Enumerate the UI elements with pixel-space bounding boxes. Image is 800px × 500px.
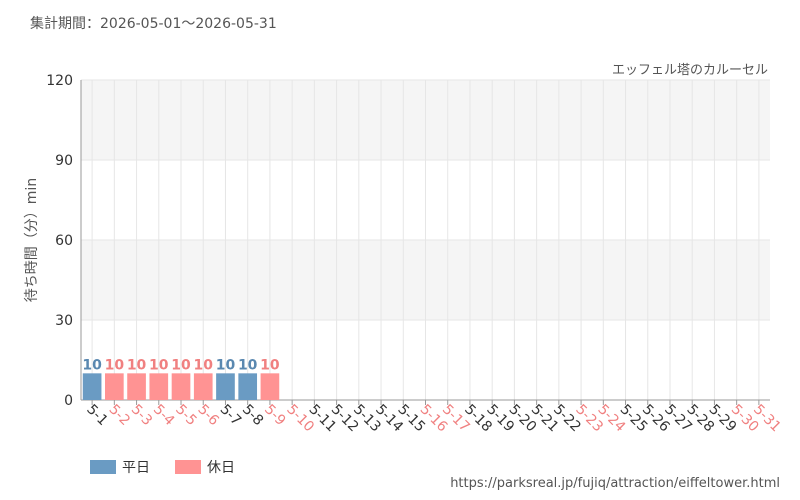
x-tick-label: 5-8 [239,402,266,429]
x-tick-label: 5-3 [128,402,155,429]
data-label: 10 [216,357,236,373]
x-tick-label: 5-1 [83,402,110,429]
x-tick-label: 5-6 [194,402,222,430]
bar [127,373,146,400]
data-label: 10 [127,357,147,373]
chart-subtitle: エッフェル塔のカルーセル [612,63,768,78]
data-label: 10 [149,357,169,373]
x-tick-label: 5-7 [217,402,244,429]
x-tick-label: 5-5 [172,402,199,429]
data-label: 10 [105,357,125,373]
y-tick-label: 30 [55,313,73,329]
y-axis-label: 待ち時間（分）min [24,178,40,302]
x-tick-label: 5-4 [150,402,178,430]
y-tick-label: 90 [55,153,73,169]
legend-label: 休日 [207,460,235,476]
data-label: 10 [193,357,213,373]
x-tick-label: 5-2 [106,402,133,429]
y-tick-label: 0 [64,393,73,409]
bar [105,373,124,400]
data-label: 10 [171,357,191,373]
y-tick-label: 60 [55,233,73,249]
bar [238,373,258,400]
bar [193,373,213,400]
legend-label: 平日 [122,460,150,476]
legend-swatch [90,460,116,474]
bar [149,373,169,400]
data-label: 10 [238,357,258,373]
y-tick-label: 120 [46,73,73,89]
bar [171,373,191,400]
bar [260,373,280,400]
data-label: 10 [82,357,102,373]
bar [216,373,235,400]
source-url: https://parksreal.jp/fujiq/attraction/ei… [450,476,780,491]
chart-title: 集計期間：2026-05-01～2026-05-31 [30,15,277,32]
legend-swatch [175,460,201,474]
bar [82,373,102,400]
data-label: 10 [260,357,280,373]
x-tick-label: 5-9 [261,402,288,429]
